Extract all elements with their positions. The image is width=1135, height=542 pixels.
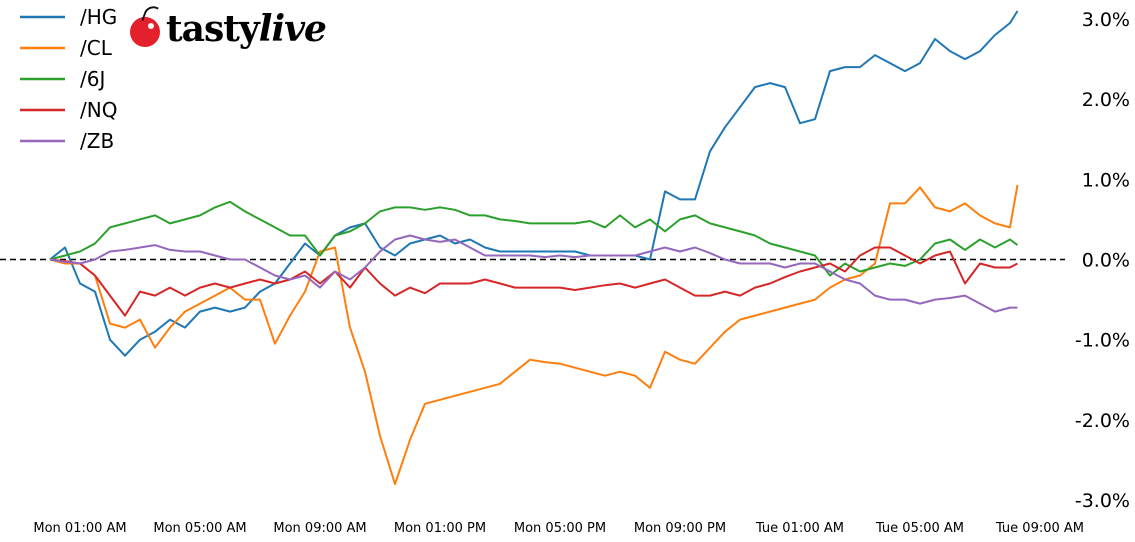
logo-text: tastylive — [166, 8, 327, 50]
y-tick-label: 3.0% — [1082, 9, 1130, 31]
series-line-6j — [49, 200, 1019, 277]
y-tick-label: -3.0% — [1075, 490, 1130, 512]
x-tick-label: Mon 09:00 AM — [273, 521, 366, 536]
y-tick-label: -1.0% — [1075, 330, 1130, 352]
series-line-zb — [49, 234, 1018, 313]
x-tick-label: Mon 05:00 AM — [153, 521, 246, 536]
x-tick-label: Mon 01:00 AM — [33, 521, 126, 536]
legend: /HG/CL/6J/NQ/ZB — [20, 5, 117, 153]
x-tick-label: Tue 09:00 AM — [995, 521, 1084, 536]
y-tick-label: 0.0% — [1082, 250, 1130, 272]
x-axis-ticks: Mon 01:00 AM Mon 05:00 AM Mon 09:00 AM Mon … — [33, 521, 1084, 536]
cherry-icon — [130, 3, 160, 47]
x-tick-label: Tue 05:00 AM — [875, 521, 964, 536]
y-tick-label: -2.0% — [1075, 410, 1130, 432]
x-tick-label: Mon 01:00 PM — [394, 521, 486, 536]
series-line-nq — [49, 246, 1018, 317]
legend-label: /NQ — [80, 98, 117, 122]
x-tick-label: Mon 09:00 PM — [634, 521, 726, 536]
y-axis-ticks: 3.0% 2.0% 1.0% 0.0% -1.0% -2.0% -3.0% — [1075, 9, 1130, 512]
y-tick-label: 2.0% — [1082, 89, 1130, 111]
series-lines — [49, 10, 1019, 485]
logo-text-tasty: tasty — [166, 8, 260, 50]
y-tick-label: 1.0% — [1082, 169, 1130, 191]
logo-text-live: live — [258, 8, 327, 50]
legend-label: /6J — [80, 67, 105, 91]
legend-label: /ZB — [80, 129, 114, 153]
tastylive-logo: tastylive — [130, 3, 327, 50]
series-line-hg — [49, 10, 1019, 357]
legend-label: /CL — [80, 36, 113, 60]
series-line-cl — [49, 184, 1019, 485]
x-tick-label: Mon 05:00 PM — [514, 521, 606, 536]
legend-label: /HG — [80, 5, 117, 29]
x-tick-label: Tue 01:00 AM — [755, 521, 844, 536]
